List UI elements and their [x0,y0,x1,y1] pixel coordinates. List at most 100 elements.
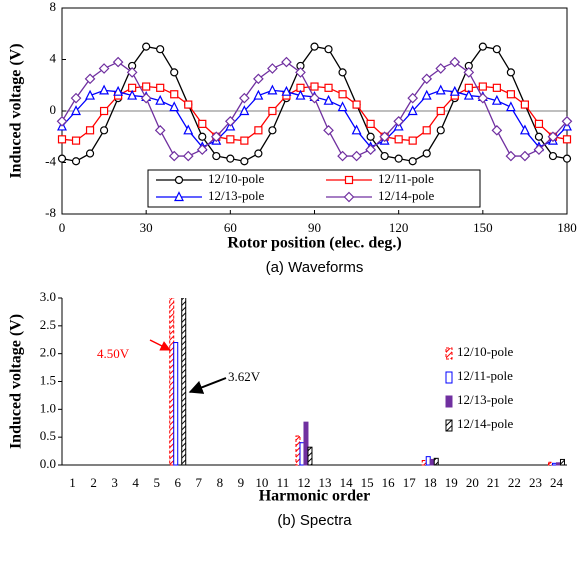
x-tick-label: 23 [529,475,542,490]
y-tick-label: 4 [50,50,57,65]
marker [142,42,151,51]
marker [366,132,375,141]
x-tick-label: 150 [473,220,493,235]
marker [323,94,334,105]
bar [169,298,175,466]
marker [254,149,263,158]
marker [226,135,235,144]
marker [71,136,81,145]
marker [492,83,501,92]
marker [323,124,334,136]
annotation-arrow [188,377,227,394]
marker [309,92,320,104]
marker [156,45,165,54]
x-tick-label: 19 [445,475,458,490]
marker [281,85,292,96]
marker [449,85,460,96]
marker [57,135,67,144]
bar [433,457,439,466]
marker [422,149,431,158]
x-tick-label: 5 [153,475,160,490]
marker [436,106,445,116]
marker [169,101,180,112]
marker [182,150,194,162]
marker [506,90,515,99]
marker [112,56,124,68]
legend-label: 12/10-pole [457,344,514,359]
marker [99,106,109,116]
y-tick-label: 2.5 [40,317,56,332]
marker [421,73,433,85]
marker [253,89,264,100]
marker [338,68,347,77]
y-tick-label: 0.0 [40,456,56,471]
marker [85,89,96,100]
x-tick-label: 14 [340,475,354,490]
y-axis-label: Induced voltage (V) [8,314,25,449]
marker [505,150,517,162]
marker [352,100,361,109]
bar [429,458,435,466]
marker [421,89,432,100]
legend-swatch [445,395,453,408]
legend-label: 12/13-pole [208,188,265,203]
x-tick-label: 21 [487,475,500,490]
marker [267,63,278,74]
x-tick-label: 16 [382,475,396,490]
x-tick-label: 22 [508,475,521,490]
x-tick-label: 120 [389,220,409,235]
marker [268,106,277,116]
x-tick-label: 6 [174,475,181,490]
marker [239,105,250,116]
legend-swatch [445,371,453,384]
marker [519,150,531,162]
legend-label: 12/13-pole [457,392,514,407]
marker [113,85,124,96]
bar [181,298,187,466]
bars [169,298,565,466]
marker [310,42,319,51]
x-tick-label: 20 [466,475,479,490]
series-line [61,45,568,162]
bar [295,435,301,466]
marker [435,63,447,74]
bar [425,456,431,466]
caption: (a) Waveforms [266,259,364,276]
marker [337,150,348,162]
x-axis-label: Harmonic order [259,488,371,505]
x-tick-label: 8 [217,475,224,490]
marker [253,73,264,85]
marker [155,94,166,105]
x-tick-label: 3 [111,475,118,490]
y-tick-label: 3.0 [40,289,56,304]
marker [183,124,194,135]
marker [226,154,235,163]
x-tick-label: 4 [132,475,139,490]
marker [505,101,516,112]
marker [170,68,179,77]
marker [71,105,81,116]
x-tick-label: 180 [557,220,577,235]
legend-label: 12/14-pole [378,188,435,203]
legend-label: 12/11-pole [378,171,434,186]
marker [477,92,489,104]
marker [366,119,375,128]
legend-label: 12/11-pole [457,368,513,383]
bar [173,342,179,466]
marker [351,150,362,162]
marker [156,83,165,92]
marker [519,124,530,135]
annotation: 4.50V [97,346,130,361]
marker [548,151,558,161]
y-tick-label: -8 [45,205,56,220]
marker [240,157,249,166]
marker [463,89,474,100]
x-tick-label: 10 [255,475,268,490]
marker [198,132,207,141]
marker [142,82,151,91]
x-tick-label: 1 [69,475,76,490]
legend-label: 12/10-pole [208,171,265,186]
marker [422,126,431,135]
marker [71,157,81,166]
marker [198,119,207,128]
